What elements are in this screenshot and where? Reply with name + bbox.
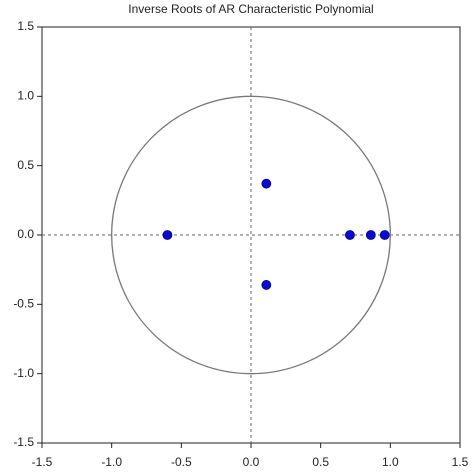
y-tick-label: -1.5	[13, 435, 34, 449]
y-tick-label: 0.0	[17, 227, 34, 241]
x-tick-label: 1.0	[382, 455, 399, 469]
point	[345, 230, 355, 240]
point	[261, 178, 272, 189]
unit-circle	[111, 95, 391, 375]
x-tick-label: 0.0	[243, 455, 260, 469]
y-tick-label: -1.0	[13, 366, 34, 380]
y-tick-label: -0.5	[13, 297, 34, 311]
point	[365, 230, 376, 240]
y-tick-label: 1.0	[17, 89, 34, 103]
point	[162, 230, 173, 240]
y-tick-label: 1.5	[17, 19, 34, 33]
x-tick-label: 0.5	[312, 455, 329, 469]
x-tick-label: -1.5	[32, 455, 53, 469]
x-tick-label: -0.5	[171, 455, 192, 469]
y-tick-label: 0.5	[17, 158, 34, 172]
point	[261, 280, 272, 290]
x-tick-label: 1.5	[452, 455, 469, 469]
chart-title: Inverse Roots of AR Characteristic Polyn…	[128, 2, 373, 16]
x-tick-label: -1.0	[101, 455, 122, 469]
point	[379, 230, 390, 240]
